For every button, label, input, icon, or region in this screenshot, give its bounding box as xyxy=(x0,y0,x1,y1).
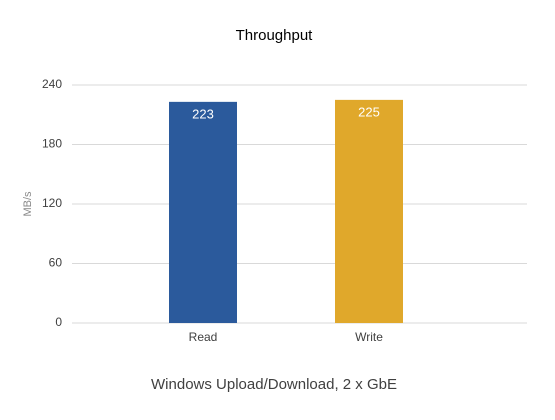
bar xyxy=(335,99,403,323)
y-tick-label: 60 xyxy=(49,256,63,270)
x-axis-title: Windows Upload/Download, 2 x GbE xyxy=(151,376,397,393)
x-tick-label: Read xyxy=(189,330,218,344)
y-tick-label: 0 xyxy=(55,315,62,329)
y-tick-label: 120 xyxy=(42,196,62,210)
chart-title: Throughput xyxy=(236,27,314,44)
x-tick-label: Write xyxy=(355,330,383,344)
y-tick-label: 240 xyxy=(42,77,62,91)
data-label: 223 xyxy=(192,106,214,121)
bar xyxy=(169,101,237,323)
y-tick-label: 180 xyxy=(42,137,62,151)
y-axis-title: MB/s xyxy=(22,191,34,217)
data-label: 225 xyxy=(358,104,380,119)
